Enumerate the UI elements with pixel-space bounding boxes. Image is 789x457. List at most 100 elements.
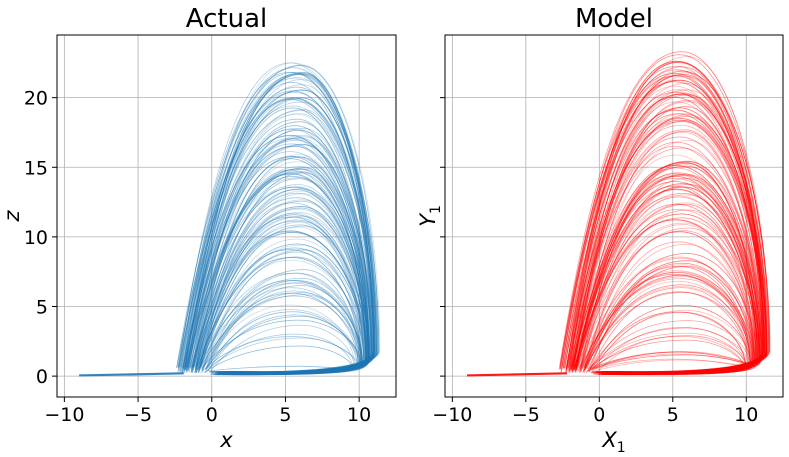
trajectory-loop <box>182 143 373 375</box>
trajectory-loop <box>575 219 756 374</box>
trajectory-loop <box>570 101 767 373</box>
trajectory-loop <box>200 304 356 376</box>
y-tick-label: 20 <box>24 88 48 110</box>
trajectory-loop <box>208 309 361 374</box>
trajectory-loop <box>197 202 370 375</box>
x-tick-label: −5 <box>512 404 540 426</box>
trajectory-loop <box>564 79 764 374</box>
trajectory-loop <box>561 54 770 374</box>
trajectory-loop <box>184 109 375 373</box>
trajectory-loop <box>580 273 752 375</box>
trajectory-loop <box>194 158 369 374</box>
trajectory-loop <box>572 106 763 374</box>
trajectory-loop <box>565 121 763 373</box>
trajectory-loop <box>185 138 369 373</box>
trajectory-loop <box>182 118 372 375</box>
trajectory-loop <box>191 125 371 375</box>
trajectory-loop <box>199 295 361 374</box>
trajectory-loop <box>192 156 373 373</box>
trajectory-loop <box>181 90 376 375</box>
ticks-actual: −10 −5 0 5 10 0 5 10 15 20 <box>24 88 371 426</box>
trajectory-loop <box>183 73 376 376</box>
trajectory-loop <box>583 291 752 374</box>
trajectory-loop <box>189 168 368 373</box>
y-tick-label: 15 <box>24 157 48 179</box>
trajectory-loop <box>566 116 768 375</box>
trajectory-loop <box>201 251 367 374</box>
trajectory-loop <box>568 61 767 375</box>
trajectory-loop <box>194 221 364 376</box>
trajectory-loop <box>194 207 366 376</box>
trajectory-loop <box>183 105 375 373</box>
trajectory-loop <box>187 127 372 373</box>
trajectory-loop <box>573 213 757 374</box>
chart-title-model: Model <box>575 4 653 34</box>
trajectory-loop <box>195 172 367 373</box>
y-tick-label: 10 <box>24 227 48 249</box>
trajectory-loop <box>590 304 752 374</box>
trajectory-loop <box>564 76 768 373</box>
grid-actual <box>57 35 396 397</box>
trajectory-loop <box>198 192 370 375</box>
trajectory-loop <box>180 97 376 375</box>
trajectory-loop <box>190 134 370 376</box>
trajectory-loop <box>177 74 374 373</box>
trajectory-loop <box>588 311 747 375</box>
trajectory-loop <box>177 84 374 375</box>
trajectory-loop <box>195 199 369 374</box>
trajectory-loop <box>197 280 363 374</box>
trajectory-loop <box>185 156 373 374</box>
x-tick-label: 0 <box>206 404 218 426</box>
trajectory-loop <box>203 345 353 375</box>
trajectory-loop <box>588 335 748 375</box>
trajectory-loop <box>198 219 368 375</box>
trajectory-loop <box>187 170 366 373</box>
trajectory-loop <box>185 143 370 375</box>
trajectory-loop <box>198 230 368 374</box>
trajectory-loop <box>583 253 758 374</box>
trajectory-loop <box>198 225 364 374</box>
x-axis-label-model-main: X <box>601 428 617 452</box>
trajectory-loop <box>182 135 370 374</box>
trajectory-loop <box>582 264 757 375</box>
trajectory-approach-line <box>79 372 184 377</box>
trajectory-loop <box>559 79 764 374</box>
trajectory-loop <box>568 70 771 373</box>
trajectory-loop <box>206 285 362 373</box>
trajectory-loop <box>185 137 369 375</box>
trajectory-loop <box>560 66 765 375</box>
chart-title-actual: Actual <box>186 4 267 34</box>
trajectory-loop <box>570 101 764 373</box>
plot-area-model <box>445 35 783 397</box>
trajectory-loop <box>569 173 762 375</box>
trajectory-loop <box>566 74 768 373</box>
x-tick-label: 0 <box>593 404 605 426</box>
trajectory-loop <box>582 274 752 375</box>
x-axis-label-model: X1 <box>601 428 625 456</box>
chart-actual: −10 −5 0 5 10 0 5 10 15 20 Actual x z <box>0 4 397 452</box>
trajectory-loop <box>571 109 768 374</box>
trajectory-loop <box>563 89 767 373</box>
trajectory-loop <box>583 213 761 376</box>
trajectory-loop <box>571 174 758 374</box>
trajectory-loop <box>197 214 368 376</box>
x-tick-label: −5 <box>124 404 152 426</box>
trajectory-loop <box>184 144 371 374</box>
trajectory-loop <box>190 138 375 373</box>
y-axis-label-model-main: Y <box>416 212 440 227</box>
axes-border-actual <box>56 34 397 398</box>
trajectory-loop <box>578 186 760 375</box>
trajectory-loop <box>560 65 765 374</box>
plot-area-actual <box>57 35 396 397</box>
trajectory-loop <box>187 128 373 374</box>
x-tick-label: 5 <box>667 404 679 426</box>
x-axis-label-actual: x <box>219 428 233 452</box>
trajectory-loop <box>570 165 763 375</box>
trajectory-loop <box>574 139 761 375</box>
trajectory-model <box>467 51 771 377</box>
trajectory-loop <box>586 351 747 375</box>
trajectory-loop <box>569 96 765 374</box>
trajectory-loop <box>195 220 363 375</box>
trajectory-loop <box>183 121 370 374</box>
trajectory-loop <box>194 188 371 375</box>
